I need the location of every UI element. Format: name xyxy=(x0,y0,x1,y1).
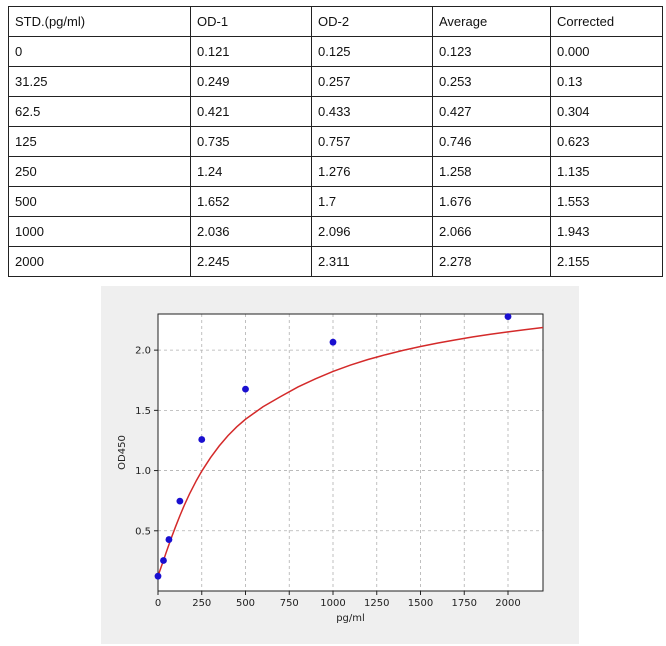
x-axis-label: pg/ml xyxy=(336,613,365,624)
table-row: 500 1.652 1.7 1.676 1.553 xyxy=(8,186,663,217)
y-tick-label: 1.0 xyxy=(135,466,151,477)
plot-frame xyxy=(157,313,544,592)
data-point xyxy=(176,497,184,505)
table-cell: 0 xyxy=(8,36,191,67)
table-cell: 1.943 xyxy=(550,216,663,247)
table-cell: 0.735 xyxy=(190,126,312,157)
table-cell: 2.066 xyxy=(432,216,551,247)
table-cell: 0.623 xyxy=(550,126,663,157)
table-header-cell: Corrected xyxy=(550,6,663,37)
data-point xyxy=(160,557,167,564)
table-cell: 2.278 xyxy=(432,246,551,277)
table-cell: 62.5 xyxy=(8,96,191,127)
x-tick-label: 0 xyxy=(155,598,161,609)
table-cell: 0.253 xyxy=(432,66,551,97)
table-cell: 0.427 xyxy=(432,96,551,127)
table-cell: 1.652 xyxy=(190,186,312,217)
data-point xyxy=(154,572,162,580)
table-cell: 1.24 xyxy=(190,156,312,187)
table-row: 2000 2.245 2.311 2.278 2.155 xyxy=(8,246,663,277)
y-tick-label: 2.0 xyxy=(135,346,151,357)
table-header-row: STD.(pg/ml) OD-1 OD-2 Average Corrected xyxy=(8,6,663,37)
table-cell: 0.000 xyxy=(550,36,663,67)
table-cell: 0.304 xyxy=(550,96,663,127)
table-header-cell: OD-2 xyxy=(311,6,433,37)
table-header-cell: STD.(pg/ml) xyxy=(8,6,191,37)
x-tick-label: 1250 xyxy=(364,598,389,609)
table-cell: 1.258 xyxy=(432,156,551,187)
table-cell: 0.123 xyxy=(432,36,551,67)
table-cell: 2.245 xyxy=(190,246,312,277)
table-header-cell: Average xyxy=(432,6,551,37)
plot-area xyxy=(158,314,543,591)
table-cell: 1.7 xyxy=(311,186,433,217)
data-point xyxy=(329,338,337,346)
table-cell: 1.553 xyxy=(550,186,663,217)
table-cell: 2.155 xyxy=(550,246,663,277)
y-axis-label: OD450 xyxy=(117,435,128,470)
table-cell: 0.125 xyxy=(311,36,433,67)
x-tick-label: 2000 xyxy=(495,598,520,609)
table-cell: 2.096 xyxy=(311,216,433,247)
table-cell: 1.276 xyxy=(311,156,433,187)
table-cell: 31.25 xyxy=(8,66,191,97)
x-tick-label: 1500 xyxy=(408,598,433,609)
table-cell: 0.257 xyxy=(311,66,433,97)
x-tick-label: 1750 xyxy=(452,598,477,609)
data-point xyxy=(504,313,512,321)
table-cell: 0.249 xyxy=(190,66,312,97)
table-cell: 0.433 xyxy=(311,96,433,127)
table-cell: 2.311 xyxy=(311,246,433,277)
chart-svg: 0 250 500 750 1000 1250 1500 1750 2000 0.5 1.0 1.5 2… xyxy=(117,313,544,624)
standard-curve-chart: 0 250 500 750 1000 1250 1500 1750 2000 0.5 1.0 1.5 2… xyxy=(101,286,579,644)
x-tick-label: 750 xyxy=(280,598,299,609)
table-header-cell: OD-1 xyxy=(190,6,312,37)
data-point xyxy=(198,436,206,443)
table-cell: 2000 xyxy=(8,246,191,277)
table-cell: 1000 xyxy=(8,216,191,247)
standards-table: STD.(pg/ml) OD-1 OD-2 Average Corrected 0 0.1… xyxy=(8,6,663,277)
table-cell: 250 xyxy=(8,156,191,187)
table-row: 1000 2.036 2.096 2.066 1.943 xyxy=(8,216,663,247)
y-tick-label: 0.5 xyxy=(135,526,151,537)
table-cell: 125 xyxy=(8,126,191,157)
table-cell: 1.676 xyxy=(432,186,551,217)
table-cell: 500 xyxy=(8,186,191,217)
y-tick-label: 1.5 xyxy=(135,406,151,417)
data-point xyxy=(242,385,249,393)
table-row: 250 1.24 1.276 1.258 1.135 xyxy=(8,156,663,187)
table-row: 125 0.735 0.757 0.746 0.623 xyxy=(8,126,663,157)
table-cell: 0.746 xyxy=(432,126,551,157)
table-row: 0 0.121 0.125 0.123 0.000 xyxy=(8,36,663,67)
table-row: 62.5 0.421 0.433 0.427 0.304 xyxy=(8,96,663,127)
x-tick-label: 500 xyxy=(236,598,255,609)
data-point xyxy=(165,536,173,543)
table-row: 31.25 0.249 0.257 0.253 0.13 xyxy=(8,66,663,97)
x-tick-label: 1000 xyxy=(320,598,345,609)
table-cell: 0.121 xyxy=(190,36,312,67)
table-cell: 1.135 xyxy=(550,156,663,187)
x-tick-label: 250 xyxy=(192,598,211,609)
table-cell: 0.13 xyxy=(550,66,663,97)
table-cell: 2.036 xyxy=(190,216,312,247)
table-cell: 0.757 xyxy=(311,126,433,157)
table-cell: 0.421 xyxy=(190,96,312,127)
